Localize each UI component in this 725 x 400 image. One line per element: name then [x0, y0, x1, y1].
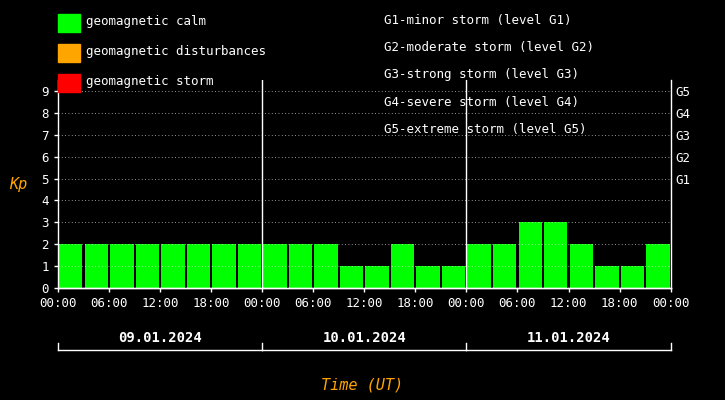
Bar: [416, 266, 440, 288]
Bar: [595, 266, 618, 288]
Text: G3-strong storm (level G3): G3-strong storm (level G3): [384, 68, 579, 82]
Text: 09.01.2024: 09.01.2024: [118, 331, 202, 345]
Text: G2-moderate storm (level G2): G2-moderate storm (level G2): [384, 41, 594, 54]
Bar: [110, 244, 133, 288]
Bar: [85, 244, 108, 288]
Text: geomagnetic storm: geomagnetic storm: [86, 76, 213, 88]
Text: Time (UT): Time (UT): [321, 377, 404, 392]
Bar: [263, 244, 286, 288]
Text: geomagnetic calm: geomagnetic calm: [86, 16, 206, 28]
Bar: [570, 244, 593, 288]
Bar: [315, 244, 338, 288]
Text: G1-minor storm (level G1): G1-minor storm (level G1): [384, 14, 572, 27]
Bar: [340, 266, 363, 288]
Bar: [187, 244, 210, 288]
Text: G5-extreme storm (level G5): G5-extreme storm (level G5): [384, 123, 587, 136]
Bar: [544, 222, 568, 288]
Text: 11.01.2024: 11.01.2024: [526, 331, 610, 345]
Bar: [391, 244, 414, 288]
Text: geomagnetic disturbances: geomagnetic disturbances: [86, 46, 265, 58]
Text: 10.01.2024: 10.01.2024: [323, 331, 406, 345]
Bar: [289, 244, 312, 288]
Bar: [212, 244, 236, 288]
Text: Kp: Kp: [9, 176, 28, 192]
Bar: [365, 266, 389, 288]
Text: G4-severe storm (level G4): G4-severe storm (level G4): [384, 96, 579, 109]
Bar: [238, 244, 261, 288]
Bar: [468, 244, 491, 288]
Bar: [442, 266, 465, 288]
Bar: [493, 244, 516, 288]
Bar: [161, 244, 185, 288]
Bar: [518, 222, 542, 288]
Bar: [646, 244, 670, 288]
Bar: [621, 266, 644, 288]
Bar: [59, 244, 83, 288]
Bar: [136, 244, 159, 288]
